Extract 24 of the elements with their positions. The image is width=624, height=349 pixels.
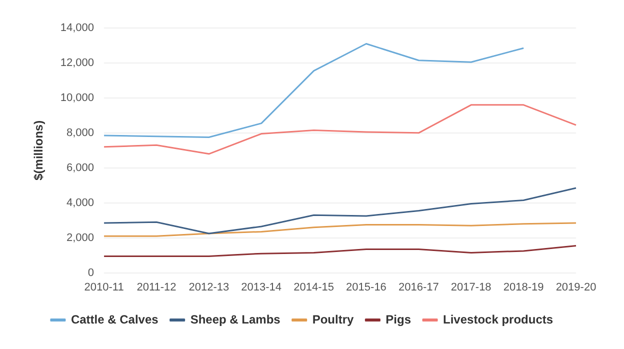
y-tick-label: 6,000 xyxy=(66,162,94,174)
y-tick-label: 10,000 xyxy=(60,92,94,104)
y-tick-label: 0 xyxy=(88,266,94,279)
x-tick-label: 2018-19 xyxy=(503,281,544,294)
x-tick-label: 2012-13 xyxy=(188,281,230,294)
x-tick-label: 2010-11 xyxy=(84,281,124,294)
x-tick-label: 2014-15 xyxy=(294,281,334,294)
y-tick-label: 12,000 xyxy=(60,57,94,70)
y-tick-label: 2,000 xyxy=(66,232,94,244)
legend-label: Poultry xyxy=(312,312,354,326)
x-tick-label: 2011-12 xyxy=(136,281,176,294)
x-tick-label: 2017-18 xyxy=(450,281,492,294)
y-tick-label: 8,000 xyxy=(66,126,94,139)
x-tick-label: 2013-14 xyxy=(241,281,282,294)
x-tick-label: 2019-20 xyxy=(556,281,596,294)
legend-label: Livestock products xyxy=(443,312,554,326)
legend-label: Pigs xyxy=(386,312,412,326)
legend-label: Sheep & Lambs xyxy=(190,312,281,326)
x-tick-label: 2016-17 xyxy=(398,281,439,294)
y-tick-label: 14,000 xyxy=(60,22,94,34)
y-axis-title: $(millions) xyxy=(32,120,46,180)
x-tick-label: 2015-16 xyxy=(346,281,386,294)
legend-label: Cattle & Calves xyxy=(70,312,159,326)
y-tick-label: 4,000 xyxy=(66,196,94,209)
